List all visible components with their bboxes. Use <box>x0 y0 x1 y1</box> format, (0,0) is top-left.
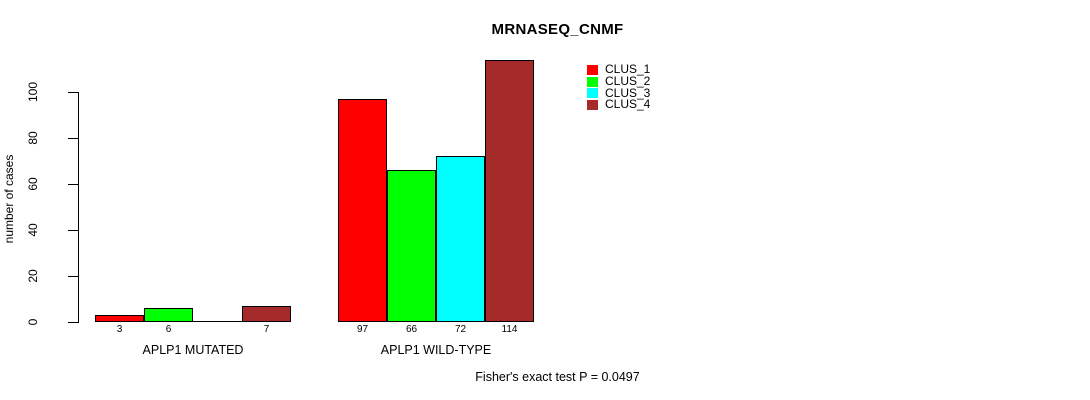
legend-item-clus_3: CLUS_3 <box>587 87 650 99</box>
bar-value-label: 114 <box>501 324 518 335</box>
legend-swatch-icon <box>587 64 598 75</box>
legend-label: CLUS_2 <box>605 74 651 89</box>
legend-item-clus_4: CLUS_4 <box>587 97 651 112</box>
x-category-label: APLP1 MUTATED <box>142 343 244 357</box>
y-axis-tick-label: 60 <box>26 177 40 191</box>
legend-label: CLUS_4 <box>605 97 651 112</box>
y-axis-tick <box>68 230 78 231</box>
legend-label: CLUS_3 <box>605 85 651 100</box>
y-axis-line <box>78 92 79 323</box>
y-axis-title: number of cases <box>2 154 16 244</box>
legend-item-clus_2: CLUS_2 <box>587 74 651 89</box>
legend-item-clus_1: CLUS_1 <box>587 62 651 77</box>
bar-value-label: 66 <box>405 324 418 335</box>
bar-clus_4 <box>485 60 534 322</box>
bar-value-label: 6 <box>165 324 172 335</box>
legend-swatch-icon <box>587 76 598 87</box>
y-axis-tick-label: 0 <box>26 318 40 326</box>
bar-clus_4 <box>242 306 291 322</box>
bar-value-label: 72 <box>454 324 467 335</box>
y-axis-tick-label: 20 <box>26 269 40 283</box>
x-category-label: APLP1 WILD-TYPE <box>380 343 492 357</box>
y-axis-tick <box>68 276 78 277</box>
bar-clus_2 <box>144 308 193 322</box>
legend-label: CLUS_1 <box>605 62 651 77</box>
bar-clus_3-zero <box>193 321 242 322</box>
bar-value-label: 3 <box>116 324 123 335</box>
y-axis-tick-label: 100 <box>26 81 40 103</box>
bar-value-label: 7 <box>263 324 270 335</box>
y-axis-tick <box>68 322 78 323</box>
bar-clus_3 <box>436 156 485 322</box>
bar-value-label: 97 <box>356 324 369 335</box>
legend: CLUS_1 CLUS_2 CLUS_3 CLUS_4 <box>587 62 651 112</box>
y-axis-tick <box>68 184 78 185</box>
y-axis-tick <box>68 138 78 139</box>
y-axis-tick-label: 80 <box>26 131 40 145</box>
y-axis-tick-label: 40 <box>26 223 40 237</box>
bar-clus_1 <box>338 99 387 322</box>
chart-title: MRNASEQ_CNMF <box>491 21 624 38</box>
legend-swatch-icon <box>587 99 598 110</box>
legend-swatch-icon <box>587 88 598 99</box>
annotation-text: Fisher's exact test P = 0.0497 <box>475 370 640 384</box>
bar-clus_2 <box>387 170 436 322</box>
bar-clus_1 <box>95 315 144 322</box>
y-axis-tick <box>68 92 78 93</box>
